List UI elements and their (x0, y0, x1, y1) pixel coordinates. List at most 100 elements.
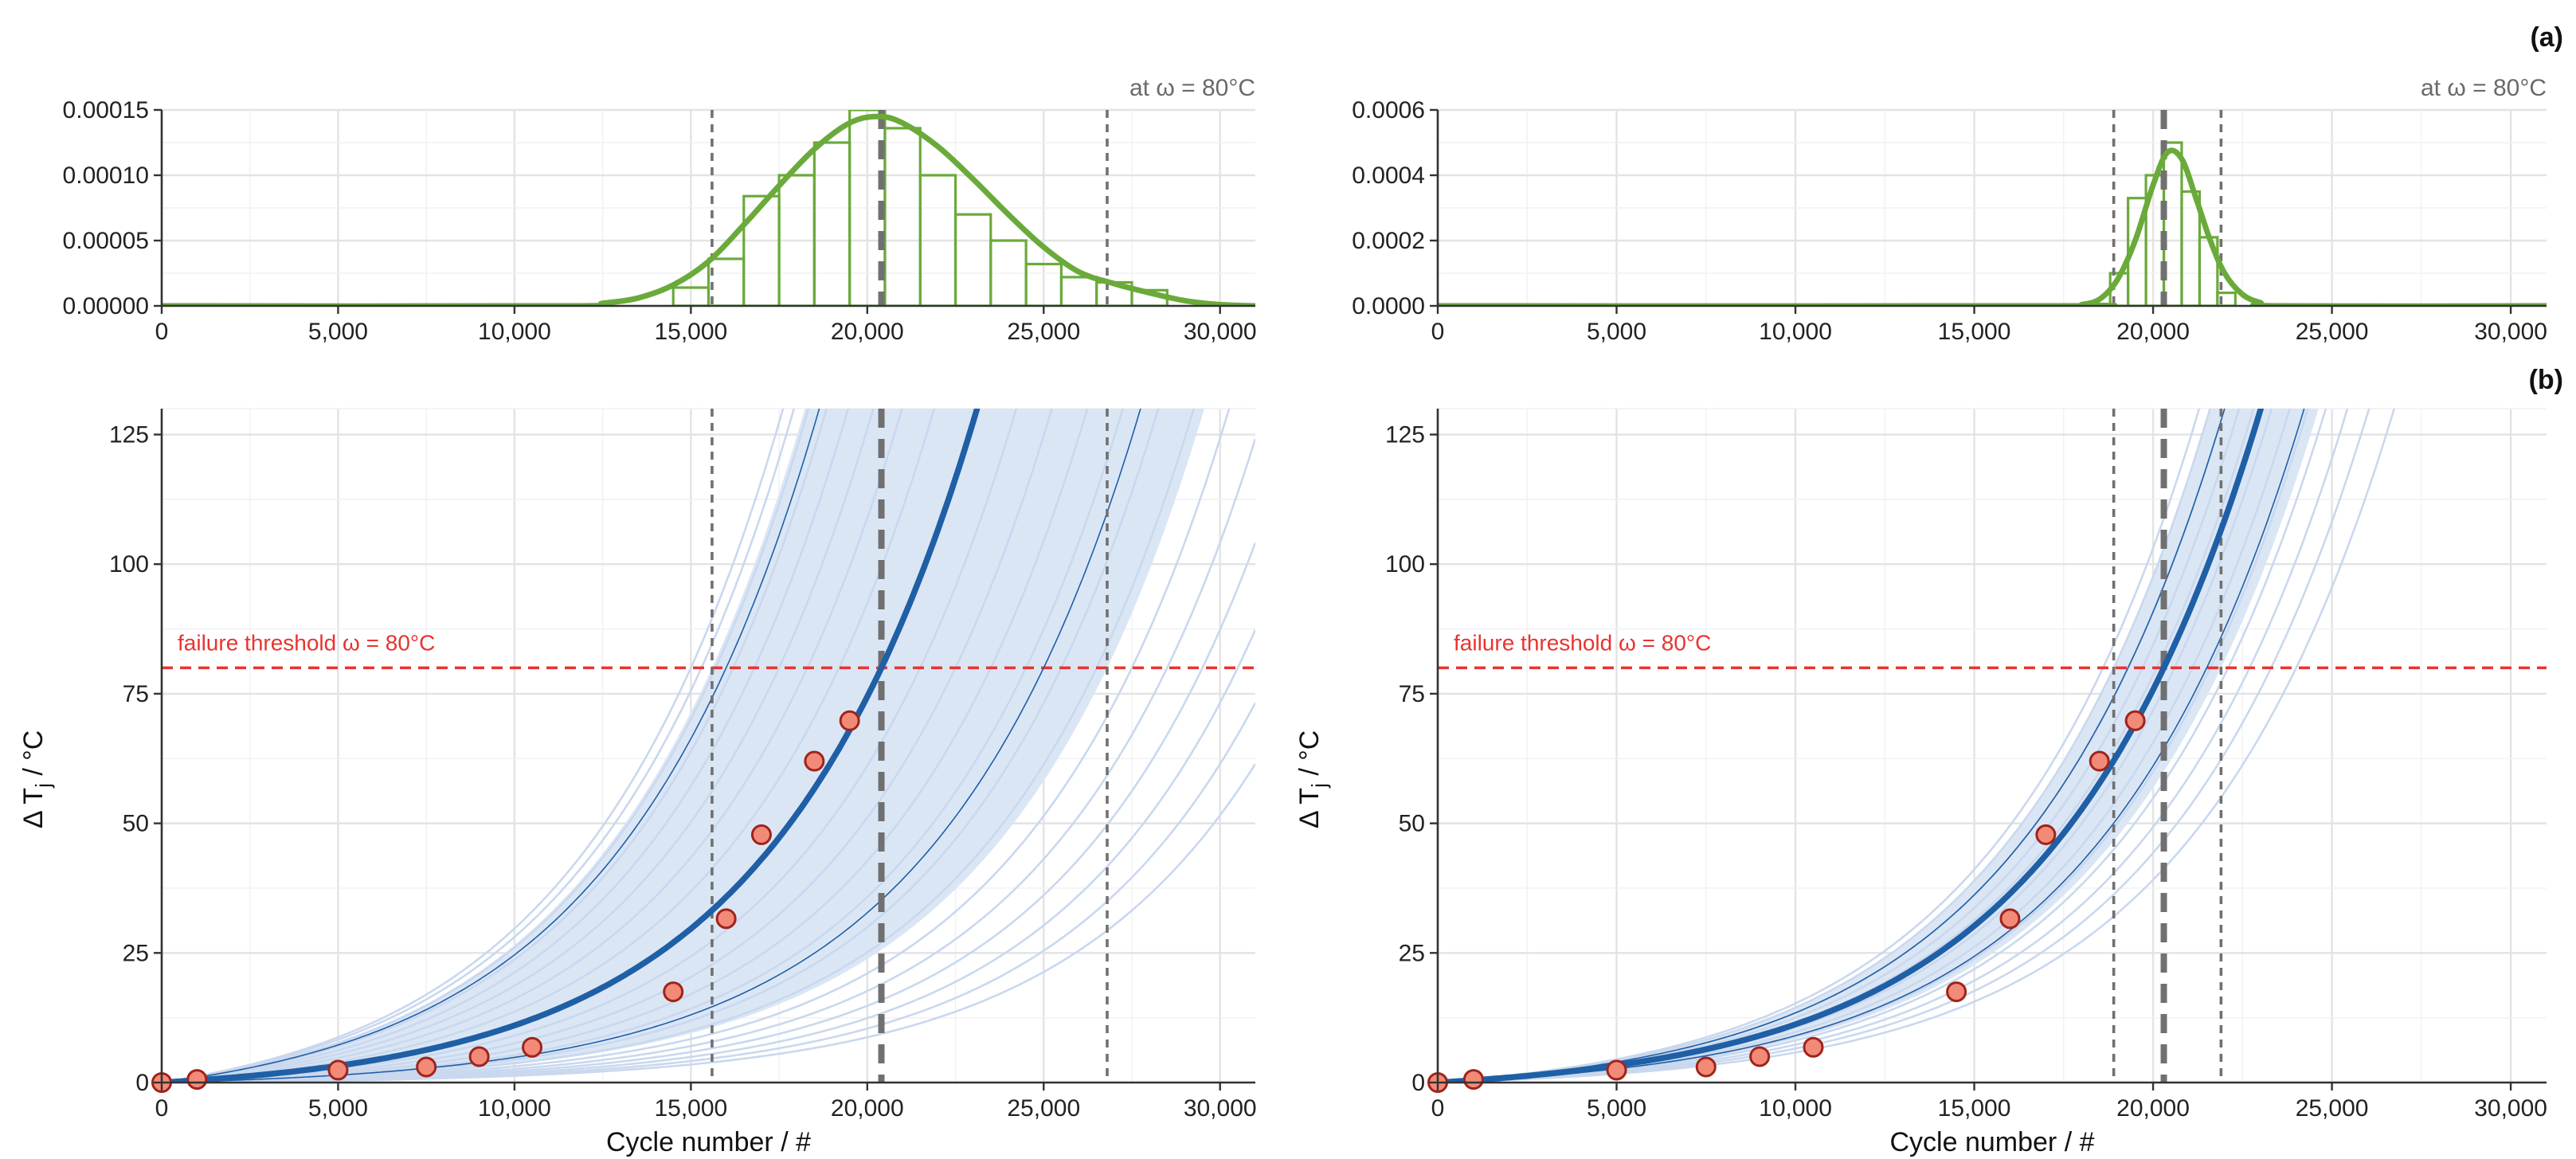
y-tick-label: 0.0004 (1352, 162, 1425, 189)
x-tick-label: 20,000 (831, 1095, 904, 1122)
panel-subtitle: at ω = 80°C (2421, 75, 2547, 101)
y-axis-title-unit: / °C (18, 730, 49, 784)
uncertainty-band (162, 409, 1204, 1083)
data-point (804, 750, 825, 772)
x-axis-title: Cycle number / # (606, 1127, 811, 1157)
x-tick-label: 5,000 (308, 319, 368, 345)
sample-curve (162, 409, 785, 1083)
histogram-bar (2216, 292, 2237, 306)
y-tick-label: 0.00010 (63, 162, 149, 189)
y-axis-title: Δ Tj / °C (18, 730, 55, 828)
data-point (1606, 1059, 1627, 1081)
data-point (839, 710, 860, 731)
histogram-bar (707, 257, 746, 306)
histogram-bar (953, 213, 992, 306)
plot-area (162, 409, 1255, 1083)
data-point (2124, 710, 2146, 731)
interval-curve (162, 409, 820, 1083)
x-tick-label: 30,000 (2474, 319, 2547, 345)
data-point (416, 1056, 437, 1078)
sample-curve (1438, 409, 2211, 1083)
data-point (1462, 1069, 1484, 1090)
y-axis-title: Δ Tj / °C (1294, 730, 1331, 828)
data-point (1749, 1046, 1771, 1067)
x-tick-label: 20,000 (2116, 319, 2190, 345)
plot-area (1438, 409, 2547, 1083)
y-tick-label: 0 (135, 1070, 149, 1096)
x-tick-label: 30,000 (2474, 1095, 2547, 1122)
y-tick-label: 125 (109, 422, 149, 448)
density-curve (1438, 147, 2547, 306)
x-tick-label: 0 (155, 1095, 169, 1122)
x-tick-label: 5,000 (1587, 319, 1646, 345)
y-tick-label: 25 (123, 940, 149, 966)
y-tick-label: 75 (123, 681, 149, 707)
x-tick-label: 5,000 (308, 1095, 368, 1122)
y-tick-label: 0.00015 (63, 97, 149, 123)
histogram-bar (1059, 276, 1098, 306)
histogram-bar (812, 141, 851, 306)
x-tick-label: 25,000 (2296, 1095, 2369, 1122)
sample-curve (162, 763, 1255, 1083)
model-fit-curve (162, 409, 981, 1083)
sample-curve (1438, 409, 2327, 1083)
panel-b-label: (b) (2529, 365, 2563, 395)
x-tick-label: 10,000 (478, 319, 551, 345)
x-tick-label: 5,000 (1587, 1095, 1646, 1122)
data-point (522, 1036, 543, 1058)
data-point (327, 1059, 349, 1081)
data-point (1695, 1056, 1717, 1078)
x-tick-label: 10,000 (1759, 319, 1832, 345)
x-tick-label: 15,000 (1938, 319, 2011, 345)
x-tick-label: 10,000 (478, 1095, 551, 1122)
y-tick-label: 125 (1385, 422, 1425, 448)
y-axis-title-main: Δ T (1294, 788, 1325, 828)
x-tick-label: 15,000 (1938, 1095, 2011, 1122)
sample-curve (162, 409, 810, 1083)
failure-threshold-label: failure threshold ω = 80°C (1454, 630, 1711, 655)
sample-curve (1438, 409, 2291, 1083)
y-tick-label: 25 (1399, 940, 1425, 966)
x-tick-label: 15,000 (654, 1095, 727, 1122)
data-point (2089, 750, 2110, 772)
x-tick-label: 20,000 (2116, 1095, 2190, 1122)
data-point (663, 981, 684, 1003)
panel-subtitle: at ω = 80°C (1129, 75, 1255, 101)
histogram-bar (2162, 141, 2183, 306)
y-axis-title-unit: / °C (1294, 730, 1325, 784)
y-axis-title-main: Δ T (18, 788, 49, 828)
data-point (715, 908, 737, 930)
y-tick-label: 0 (1411, 1070, 1425, 1096)
data-point (2035, 824, 2057, 845)
degradation-panel-right: failure threshold ω = 80°C 0 5,000 10,000 15… (1294, 408, 2547, 1157)
x-tick-label: 25,000 (2296, 319, 2369, 345)
data-point (1946, 981, 1967, 1003)
histogram-panel-right: 0 5,000 10,000 15,000 20,000 25,000 30,000 0.00… (1352, 75, 2547, 345)
failure-threshold-label: failure threshold ω = 80°C (178, 630, 435, 655)
y-tick-label: 0.00005 (63, 228, 149, 254)
panel-a-label: (a) (2530, 22, 2563, 53)
sample-curve (162, 409, 1053, 1083)
y-tick-label: 0.00000 (63, 293, 149, 319)
x-tick-label: 30,000 (1184, 319, 1257, 345)
x-tick-label: 30,000 (1184, 1095, 1257, 1122)
y-tick-label: 0.0002 (1352, 228, 1425, 254)
sample-curve (162, 409, 850, 1083)
x-tick-label: 20,000 (831, 319, 904, 345)
data-point (468, 1046, 490, 1067)
x-tick-label: 15,000 (654, 319, 727, 345)
sample-curve (162, 409, 796, 1083)
y-tick-label: 50 (123, 811, 149, 837)
y-tick-label: 75 (1399, 681, 1425, 707)
histogram-panel-left: 0 5,000 10,000 15,000 20,000 25,000 30,000 0.00… (63, 75, 1257, 345)
x-axis-title: Cycle number / # (1890, 1127, 2095, 1157)
x-tick-label: 10,000 (1759, 1095, 1832, 1122)
data-point (186, 1069, 208, 1090)
y-axis-title-subscript: j (1307, 783, 1331, 789)
y-tick-label: 100 (1385, 551, 1425, 578)
histogram-bar (742, 194, 781, 306)
sample-curve (162, 409, 903, 1083)
y-tick-label: 0.0000 (1352, 293, 1425, 319)
uncertainty-band (1438, 409, 2319, 1083)
